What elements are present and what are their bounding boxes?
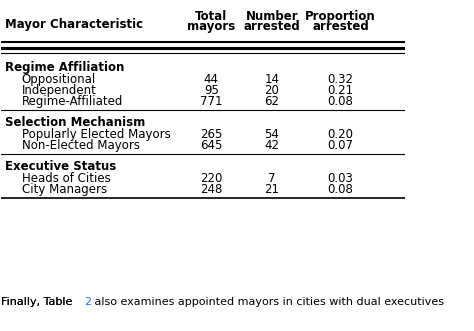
Text: Proportion: Proportion (305, 10, 376, 23)
Text: 0.08: 0.08 (328, 183, 353, 196)
Text: 265: 265 (200, 128, 222, 141)
Text: Regime Affiliation: Regime Affiliation (5, 61, 125, 73)
Text: Heads of Cities: Heads of Cities (22, 172, 110, 185)
Text: Non-Elected Mayors: Non-Elected Mayors (22, 139, 139, 152)
Text: Finally, Table: Finally, Table (1, 297, 76, 307)
Text: 95: 95 (204, 84, 219, 97)
Text: 0.20: 0.20 (328, 128, 354, 141)
Text: 42: 42 (264, 139, 279, 152)
Text: arrested: arrested (312, 20, 369, 32)
Text: 645: 645 (200, 139, 222, 152)
Text: Regime-Affiliated: Regime-Affiliated (22, 95, 123, 108)
Text: 0.07: 0.07 (328, 139, 354, 152)
Text: Executive Status: Executive Status (5, 160, 117, 173)
Text: City Managers: City Managers (22, 183, 107, 196)
Text: 2: 2 (83, 297, 91, 307)
Text: Independent: Independent (22, 84, 96, 97)
Text: 20: 20 (264, 84, 279, 97)
Text: Oppositional: Oppositional (22, 73, 96, 86)
Text: Popularly Elected Mayors: Popularly Elected Mayors (22, 128, 170, 141)
Text: mayors: mayors (187, 20, 236, 32)
Text: arrested: arrested (244, 20, 300, 32)
Text: 0.03: 0.03 (328, 172, 353, 185)
Text: Mayor Characteristic: Mayor Characteristic (5, 18, 144, 31)
Text: Selection Mechanism: Selection Mechanism (5, 116, 146, 129)
Text: 220: 220 (200, 172, 222, 185)
Text: 248: 248 (200, 183, 222, 196)
Text: 0.21: 0.21 (328, 84, 354, 97)
Text: Total: Total (195, 10, 228, 23)
Text: 21: 21 (264, 183, 279, 196)
Text: 0.08: 0.08 (328, 95, 353, 108)
Text: Finally, Table: Finally, Table (1, 297, 76, 307)
Text: 54: 54 (264, 128, 279, 141)
Text: Number: Number (246, 10, 298, 23)
Text: 44: 44 (204, 73, 219, 86)
Text: 14: 14 (264, 73, 279, 86)
Text: 771: 771 (200, 95, 222, 108)
Text: 0.32: 0.32 (328, 73, 354, 86)
Text: 7: 7 (268, 172, 275, 185)
Text: 62: 62 (264, 95, 279, 108)
Text: also examines appointed mayors in cities with dual executives: also examines appointed mayors in cities… (91, 297, 445, 307)
